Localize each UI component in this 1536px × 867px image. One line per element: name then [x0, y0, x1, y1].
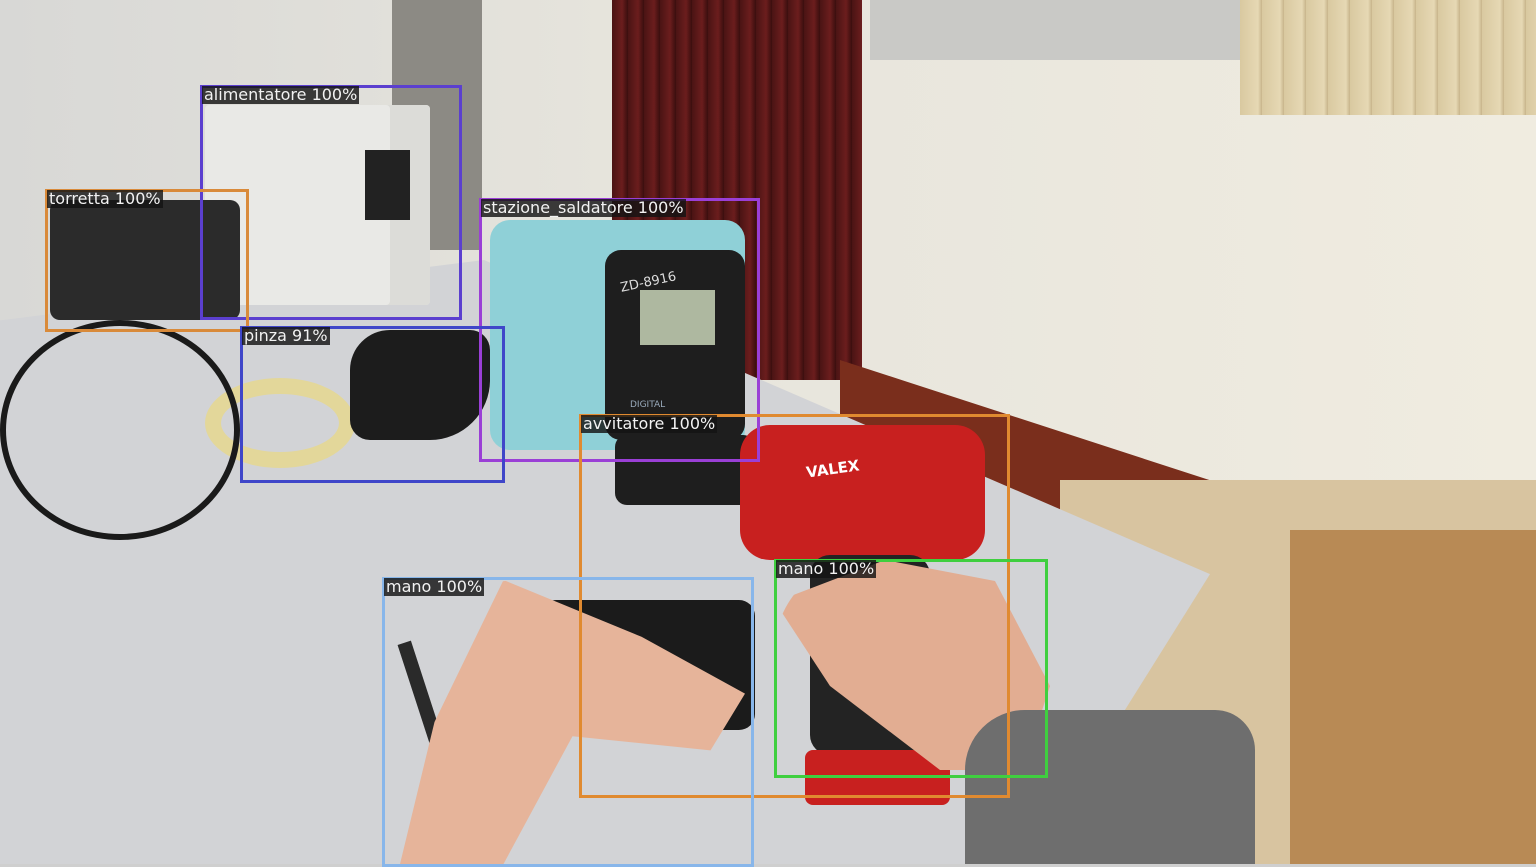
detection-label: mano 100% [384, 577, 485, 596]
detection-mano-right: mano 100% [774, 559, 1048, 778]
drill-body [740, 425, 985, 560]
window-blinds [1240, 0, 1536, 115]
pliers [350, 330, 490, 440]
detection-stazione-saldatore: stazione_saldatore 100% [479, 198, 760, 462]
soldering-station-panel [605, 250, 745, 440]
soldering-station-screen [640, 290, 715, 345]
detection-label: alimentatore 100% [202, 85, 360, 104]
power-supply-display [365, 150, 410, 220]
drill-chuck [615, 435, 755, 505]
detection-avvitatore: avvitatore 100% [579, 414, 1010, 798]
detection-label: stazione_saldatore 100% [481, 198, 686, 217]
detection-label: pinza 91% [242, 326, 330, 345]
power-strip [50, 200, 240, 320]
cardboard-box [1290, 530, 1536, 864]
detection-label: mano 100% [776, 559, 877, 578]
detection-mano-left: mano 100% [382, 577, 754, 867]
detection-pinza: pinza 91% [240, 326, 505, 483]
cables [0, 320, 240, 540]
sleeve [965, 710, 1255, 864]
detection-alimentatore: alimentatore 100% [200, 85, 462, 320]
detection-label: torretta 100% [47, 189, 163, 208]
station-caption-label: DIGITAL [630, 400, 666, 410]
detection-label: avvitatore 100% [581, 414, 718, 433]
detection-torretta: torretta 100% [45, 189, 249, 332]
